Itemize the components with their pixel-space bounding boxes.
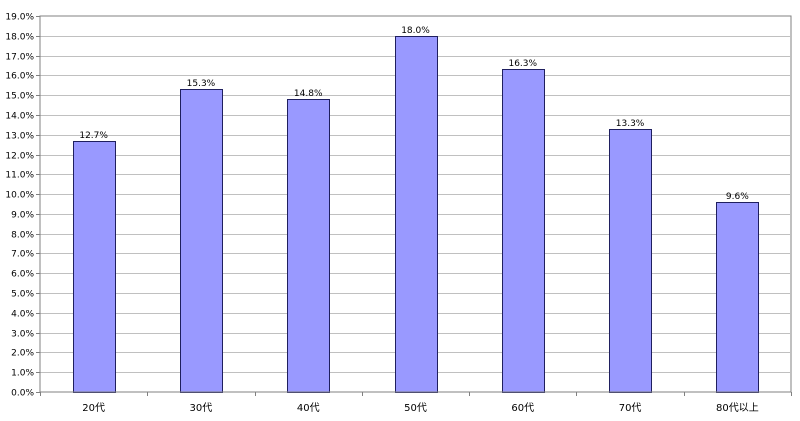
bar bbox=[395, 36, 438, 393]
x-tick-label: 80代以上 bbox=[716, 402, 759, 414]
data-label: 15.3% bbox=[187, 79, 216, 89]
y-tick-label: 10.0% bbox=[5, 191, 34, 201]
bar bbox=[73, 141, 116, 393]
x-tick-label: 60代 bbox=[511, 402, 534, 414]
y-tick-label: 14.0% bbox=[5, 112, 34, 122]
y-tick-label: 15.0% bbox=[5, 92, 34, 102]
y-tick-label: 8.0% bbox=[11, 231, 34, 241]
bars bbox=[73, 36, 759, 393]
x-tick-label: 20代 bbox=[82, 402, 105, 414]
y-tick-label: 12.0% bbox=[5, 152, 34, 162]
y-tick-label: 13.0% bbox=[5, 132, 34, 142]
y-tick-label: 5.0% bbox=[11, 290, 34, 300]
y-tick-label: 17.0% bbox=[5, 53, 34, 63]
y-tick-label: 0.0% bbox=[11, 389, 34, 399]
y-tick-label: 18.0% bbox=[5, 33, 34, 43]
data-labels: 12.7% 15.3% 14.8% 18.0% 16.3% 13.3% 9.6% bbox=[79, 26, 749, 202]
y-tick-label: 11.0% bbox=[5, 171, 34, 181]
x-tick-label: 30代 bbox=[190, 402, 213, 414]
data-label: 16.3% bbox=[508, 59, 537, 69]
bar bbox=[287, 99, 330, 393]
x-tick-label: 50代 bbox=[404, 402, 427, 414]
bar bbox=[502, 69, 545, 393]
x-tick-label: 40代 bbox=[297, 402, 320, 414]
data-label: 18.0% bbox=[401, 26, 430, 36]
y-tick-label: 3.0% bbox=[11, 330, 34, 340]
y-tick-label: 19.0% bbox=[5, 13, 34, 23]
y-tick-label: 9.0% bbox=[11, 211, 34, 221]
data-label: 12.7% bbox=[79, 131, 108, 141]
y-tick-label: 7.0% bbox=[11, 250, 34, 260]
y-axis-ticks: 0.0% 1.0% 2.0% 3.0% 4.0% 5.0% 6.0% 7.0% 8.0% 9.0%… bbox=[5, 13, 40, 399]
bar bbox=[180, 89, 223, 393]
bar bbox=[609, 129, 652, 393]
x-tick-label: 70代 bbox=[619, 402, 642, 414]
x-axis-ticks: 20代 30代 40代 50代 60代 70代 80代以上 bbox=[40, 392, 792, 414]
data-label: 14.8% bbox=[294, 89, 323, 99]
data-label: 9.6% bbox=[726, 192, 749, 202]
y-tick-label: 6.0% bbox=[11, 270, 34, 280]
y-tick-label: 16.0% bbox=[5, 72, 34, 82]
y-tick-label: 4.0% bbox=[11, 310, 34, 320]
data-label: 13.3% bbox=[616, 119, 645, 129]
bar bbox=[716, 202, 759, 393]
y-tick-label: 2.0% bbox=[11, 349, 34, 359]
y-tick-label: 1.0% bbox=[11, 369, 34, 379]
